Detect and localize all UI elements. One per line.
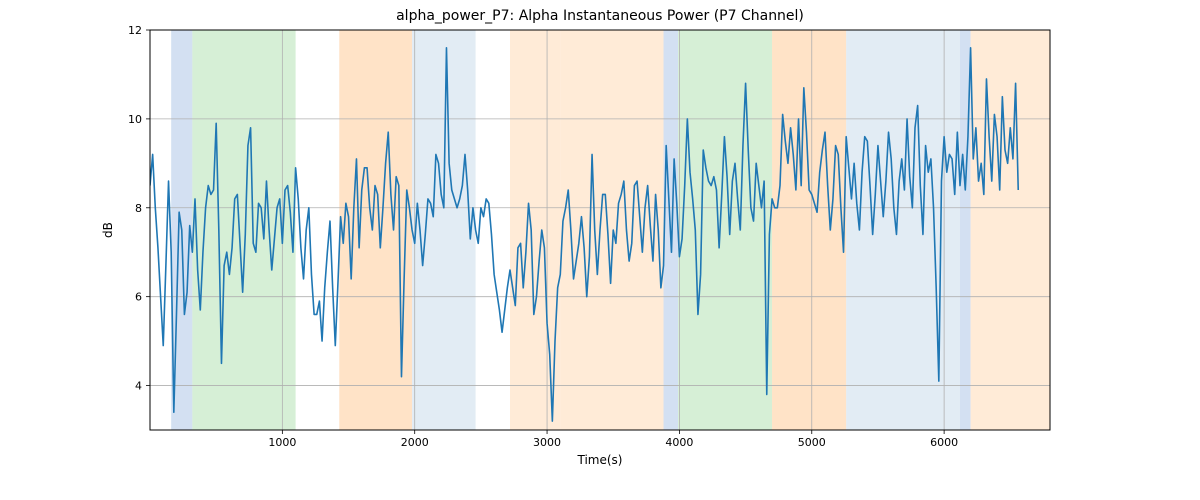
chart-title: alpha_power_P7: Alpha Instantaneous Powe…: [396, 8, 804, 24]
band: [560, 30, 663, 430]
x-tick-label: 2000: [401, 436, 429, 449]
alpha-power-chart: 1000 2000 3000 4000 5000 6000 4 6 8 10 12 alpha_p…: [0, 0, 1200, 500]
band: [412, 30, 476, 430]
band: [971, 30, 1050, 430]
y-axis-label: dB: [101, 222, 115, 238]
x-tick-label: 4000: [665, 436, 693, 449]
x-tick-label: 6000: [930, 436, 958, 449]
y-tick-label: 8: [135, 202, 142, 215]
band: [192, 30, 295, 430]
band: [678, 30, 772, 430]
y-tick-label: 6: [135, 291, 142, 304]
x-axis-label: Time(s): [577, 453, 623, 467]
x-tick-label: 1000: [268, 436, 296, 449]
y-tick-label: 12: [128, 24, 142, 37]
x-axis-ticks: 1000 2000 3000 4000 5000 6000: [268, 430, 958, 449]
band: [772, 30, 846, 430]
chart-container: 1000 2000 3000 4000 5000 6000 4 6 8 10 12 alpha_p…: [0, 0, 1200, 500]
y-tick-label: 10: [128, 113, 142, 126]
y-axis-ticks: 4 6 8 10 12: [128, 24, 150, 393]
y-tick-label: 4: [135, 380, 142, 393]
x-tick-label: 5000: [798, 436, 826, 449]
x-tick-label: 3000: [533, 436, 561, 449]
band: [846, 30, 960, 430]
band: [510, 30, 560, 430]
